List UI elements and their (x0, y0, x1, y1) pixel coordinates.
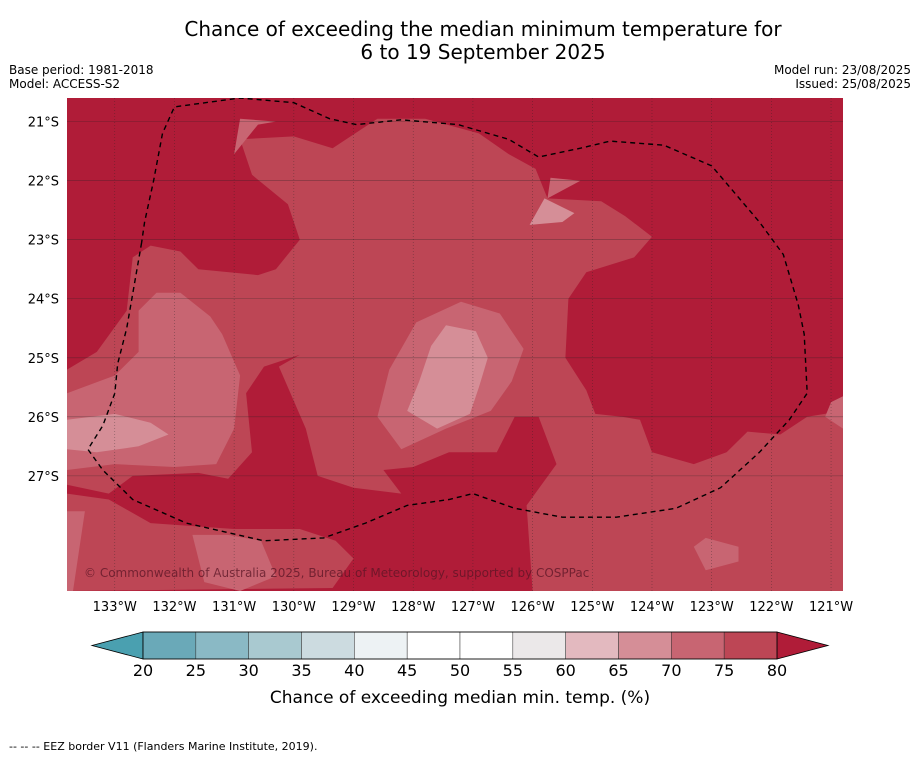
x-tick-label: 131°W (212, 600, 256, 615)
model-run: Model run: 23/08/2025 (773, 63, 911, 77)
colorbar-bin (142, 631, 197, 660)
title-line-2: 6 to 19 September 2025 (360, 40, 606, 64)
x-tick-label: 132°W (152, 600, 196, 615)
colorbar-bin (565, 631, 619, 660)
colorbar-over-arrow (776, 631, 830, 660)
y-tick-label: 23°S (28, 234, 59, 249)
colorbar-tick-label: 50 (450, 661, 470, 680)
x-tick-label: 128°W (391, 600, 435, 615)
colorbar-tick-label: 75 (714, 661, 734, 680)
colorbar-tick-label: 20 (133, 661, 153, 680)
model-name: Model: ACCESS-S2 (9, 77, 121, 91)
contour-region-70-3 (547, 177, 581, 199)
contour-region-70-4 (693, 537, 739, 571)
y-tick-label: 22°S (28, 175, 59, 190)
colorbar-bin (512, 631, 566, 660)
contour-region-70-7 (825, 396, 843, 429)
map-area (67, 98, 843, 591)
footer-note: -- -- -- EEZ border V11 (Flanders Marine… (9, 740, 318, 753)
title-line-1: Chance of exceeding the median minimum t… (184, 17, 782, 41)
colorbar-tick-label: 70 (661, 661, 681, 680)
colorbar-tick-label: 45 (397, 661, 417, 680)
colorbar-tick-label: 60 (555, 661, 575, 680)
colorbar-tick-label: 80 (767, 661, 787, 680)
y-tick-label: 26°S (28, 411, 59, 426)
colorbar-bin (671, 631, 725, 660)
contour-region-70-6 (192, 534, 276, 591)
x-tick-label: 133°W (93, 600, 137, 615)
colorbar-bin (618, 631, 672, 660)
colorbar-bin (723, 631, 778, 660)
contour-region-70-5 (67, 511, 85, 591)
base-period: Base period: 1981-2018 (9, 63, 154, 77)
y-tick-label: 25°S (28, 352, 59, 367)
x-tick-label: 130°W (272, 600, 316, 615)
axes: 133°W 132°W 131°W 130°W 129°W 128°W 127°W 126°W… (28, 116, 854, 615)
colorbar-bin (301, 631, 355, 660)
eez-border-line (87, 98, 808, 542)
colorbar-tick-label: 65 (608, 661, 628, 680)
contour-region-65-2 (529, 198, 575, 225)
colorbar-frame (142, 631, 778, 660)
chart-title: Chance of exceeding the median minimum t… (0, 18, 919, 64)
colorbar-tick-label: 30 (238, 661, 258, 680)
x-tick-label: 125°W (570, 600, 614, 615)
colorbar-bin (195, 631, 249, 660)
colorbar-bin (354, 631, 408, 660)
meta-left: Base period: 1981-2018 Model: ACCESS-S2 (9, 63, 154, 91)
y-tick-label: 21°S (28, 116, 59, 131)
colorbar-bin (406, 631, 461, 660)
contour-region-75-1 (771, 458, 843, 591)
y-tick-label: 24°S (28, 293, 59, 308)
contour-region-70-1 (234, 118, 276, 155)
x-tick-label: 124°W (630, 600, 674, 615)
colorbar-bin (248, 631, 302, 660)
issue-date: Issued: 25/08/2025 (795, 77, 911, 91)
x-tick-label: 126°W (511, 600, 555, 615)
colorbar-tick-label: 40 (344, 661, 364, 680)
x-tick-label: 127°W (451, 600, 495, 615)
colorbar-bin (459, 631, 514, 660)
y-tick-label: 27°S (28, 470, 59, 485)
colorbar-under-arrow (90, 631, 144, 660)
colorbar-tick-label: 25 (186, 661, 206, 680)
copyright-notice: © Commonwealth of Australia 2025, Bureau… (84, 566, 589, 580)
x-tick-label: 121°W (809, 600, 853, 615)
meta-right: Model run: 23/08/2025 Issued: 25/08/2025 (774, 63, 911, 91)
contour-region-65-1 (407, 325, 488, 429)
x-tick-label: 123°W (690, 600, 734, 615)
colorbar-label: Chance of exceeding median min. temp. (%… (270, 688, 650, 708)
x-tick-label: 122°W (749, 600, 793, 615)
colorbar-tick-label: 55 (503, 661, 523, 680)
x-tick-label: 129°W (331, 600, 375, 615)
colorbar-tick-label: 35 (291, 661, 311, 680)
colorbar: 20 25 30 35 40 45 50 55 60 65 70 75 80 Chance of exce… (90, 631, 830, 708)
